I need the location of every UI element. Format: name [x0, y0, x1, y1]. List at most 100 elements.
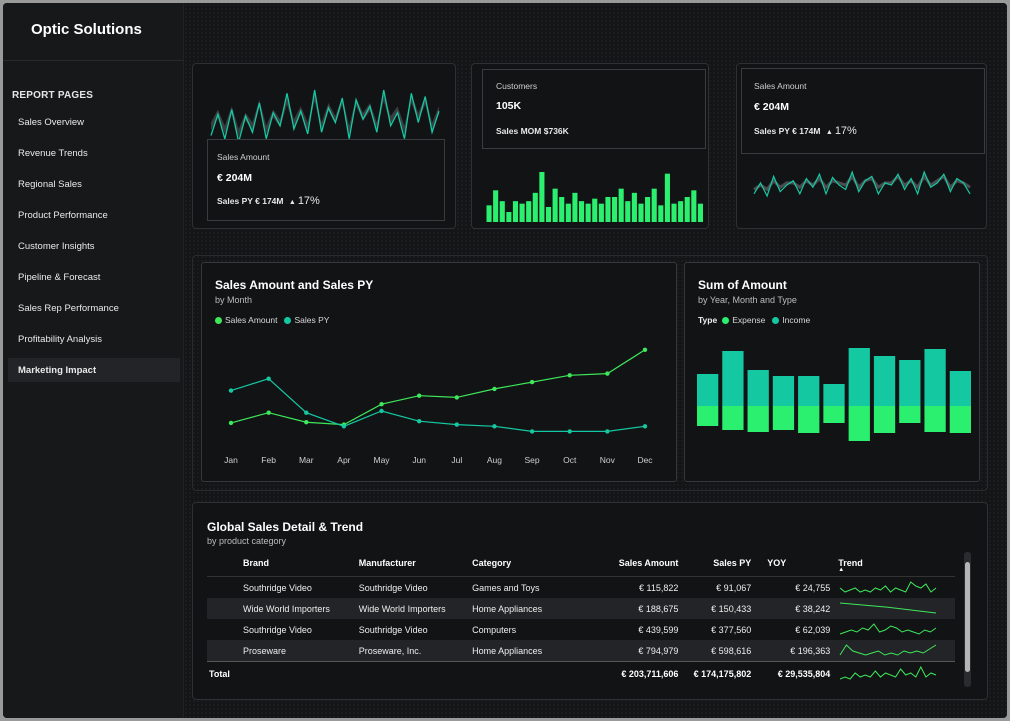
customers-bar — [691, 190, 697, 222]
income-bar — [747, 370, 769, 406]
table-row[interactable]: Proseware Proseware, Inc. Home Appliance… — [207, 640, 955, 662]
cell-yoy: € 196,363 — [755, 640, 835, 662]
cell-category: Games and Toys — [472, 582, 540, 593]
kpi-label: Sales Amount — [754, 81, 807, 91]
sidebar: Optic Solutions REPORT PAGES Sales Overv… — [3, 3, 184, 718]
customers-bar — [585, 203, 591, 222]
legend-title: Type — [698, 315, 718, 325]
income-bar — [949, 371, 971, 406]
sales-detail-table-panel[interactable]: Global Sales Detail & Trend by product c… — [192, 502, 988, 700]
kpi-panel-customers[interactable]: Customers 105K Sales MOM $736K — [471, 63, 709, 229]
kpi-change: 17% — [834, 125, 857, 137]
bar-chart-card[interactable]: Sum of Amount by Year, Month and Type Ty… — [684, 262, 980, 482]
sidebar-item-regional-sales[interactable]: Regional Sales — [18, 178, 82, 190]
data-point — [266, 410, 271, 415]
line-chart-card[interactable]: Sales Amount and Sales PY by Month Sales… — [201, 262, 677, 482]
sales-amount-line — [210, 89, 440, 143]
legend-dot-income — [772, 316, 780, 324]
x-tick-label: Apr — [337, 455, 350, 465]
sidebar-item-marketing-impact[interactable]: Marketing Impact — [8, 358, 180, 382]
customers-bar — [486, 205, 492, 222]
cell-total-sales-py: € 174,175,802 — [682, 661, 756, 686]
cell-category: Computers — [472, 624, 517, 635]
sidebar-item-pipeline-forecast[interactable]: Pipeline & Forecast — [18, 271, 101, 283]
data-point — [379, 402, 384, 407]
kpi-comparison: Sales PY € 174M ▲ 17% — [217, 195, 320, 207]
cell-trend — [834, 619, 955, 640]
up-arrow-icon: ▲ — [825, 129, 833, 136]
data-point — [605, 429, 610, 434]
column-header-manufacturer[interactable]: Manufacturer — [354, 550, 469, 577]
chart-title: Sales Amount and Sales PY — [215, 278, 374, 292]
column-header-sales-amount[interactable]: Sales Amount — [601, 550, 683, 577]
kpi-panel-sales-amount[interactable]: Sales Amount € 204M Sales PY € 174M ▲ 17% — [192, 63, 456, 229]
customers-bar — [493, 190, 499, 222]
x-tick-label: Jun — [412, 455, 426, 465]
data-point — [416, 393, 422, 398]
kpi-card-sales-amount-2: Sales Amount € 204M Sales PY € 174M ▲ 17% — [741, 68, 985, 154]
trend-line — [840, 665, 937, 680]
x-tick-label: Aug — [487, 455, 502, 465]
sidebar-item-sales-overview[interactable]: Sales Overview — [18, 116, 84, 128]
report-pages-heading: REPORT PAGES — [12, 90, 94, 101]
legend-dot-sales-amount — [215, 316, 222, 324]
data-point — [304, 420, 309, 425]
cell-trend — [834, 640, 955, 662]
app-title: Optic Solutions — [31, 21, 142, 38]
expense-bar — [949, 406, 971, 433]
expense-bar — [899, 406, 921, 423]
expense-bar — [873, 406, 896, 433]
cell-trend — [834, 577, 955, 599]
cell-brand: Proseware — [207, 640, 355, 662]
table-header-row: Brand Manufacturer Category Sales Amount… — [207, 550, 955, 577]
customers-bar — [638, 203, 644, 222]
x-tick-label: Feb — [261, 455, 276, 465]
sidebar-item-revenue-trends[interactable]: Revenue Trends — [18, 147, 88, 159]
expense-bar — [798, 406, 820, 433]
table-row[interactable]: Southridge Video Southridge Video Comput… — [207, 619, 955, 640]
income-bar — [848, 348, 870, 406]
table-row[interactable]: Southridge Video Southridge Video Games … — [207, 577, 955, 599]
column-header-category[interactable]: Category — [468, 550, 602, 577]
trend-line — [839, 643, 937, 656]
x-tick-label: Jan — [224, 455, 238, 465]
expense-bar — [747, 406, 769, 432]
income-bar — [697, 374, 719, 406]
column-header-sales-py[interactable]: Sales PY — [682, 550, 756, 577]
customers-bar — [565, 203, 571, 222]
column-header-brand[interactable]: Brand — [207, 550, 355, 577]
cell-sales-amount: € 439,599 — [638, 624, 679, 635]
column-header-trend[interactable]: Trend ▲ — [834, 550, 955, 577]
table-row[interactable]: Wide World Importers Wide World Importer… — [207, 598, 955, 619]
divider — [3, 60, 183, 61]
column-header-yoy[interactable]: YOY — [755, 550, 835, 577]
customers-bar — [499, 201, 505, 222]
cell-sales-py: € 91,067 — [716, 582, 752, 593]
cell-manufacturer: Wide World Importers — [354, 598, 469, 619]
kpi-prior-label: Sales PY — [754, 126, 790, 136]
sidebar-item-product-performance[interactable]: Product Performance — [18, 209, 108, 221]
line-chart-plot: Jan Feb Mar Apr May Jun Jul Aug Sep Oct Nov Dec — [224, 347, 653, 465]
data-point — [567, 429, 572, 434]
x-tick-label: Oct — [563, 455, 577, 465]
customers-bar — [671, 203, 677, 222]
customers-bar — [506, 212, 512, 222]
cell-total-sales-amount: € 203,711,606 — [601, 661, 683, 686]
scrollbar-thumb[interactable] — [965, 562, 970, 672]
cell-category: Home Appliances — [468, 598, 602, 619]
sidebar-item-sales-rep-performance[interactable]: Sales Rep Performance — [18, 302, 119, 314]
customers-bar — [664, 173, 670, 222]
table-scrollbar[interactable] — [964, 552, 971, 687]
kpi-mom: Sales MOM $736K — [496, 126, 569, 136]
data-point — [266, 376, 271, 381]
sidebar-item-customer-insights[interactable]: Customer Insights — [18, 240, 95, 252]
sidebar-item-profitability-analysis[interactable]: Profitability Analysis — [18, 333, 102, 345]
customers-bar — [539, 172, 545, 222]
series-line-sales-py — [230, 378, 646, 433]
x-tick-label: Sep — [525, 455, 540, 465]
kpi-panel-sales-amount-2[interactable]: Sales Amount € 204M Sales PY € 174M ▲ 17% — [736, 63, 987, 229]
customers-bar — [618, 188, 624, 222]
customers-bar — [532, 192, 538, 222]
customers-bar — [519, 203, 525, 222]
income-bar — [722, 351, 744, 406]
